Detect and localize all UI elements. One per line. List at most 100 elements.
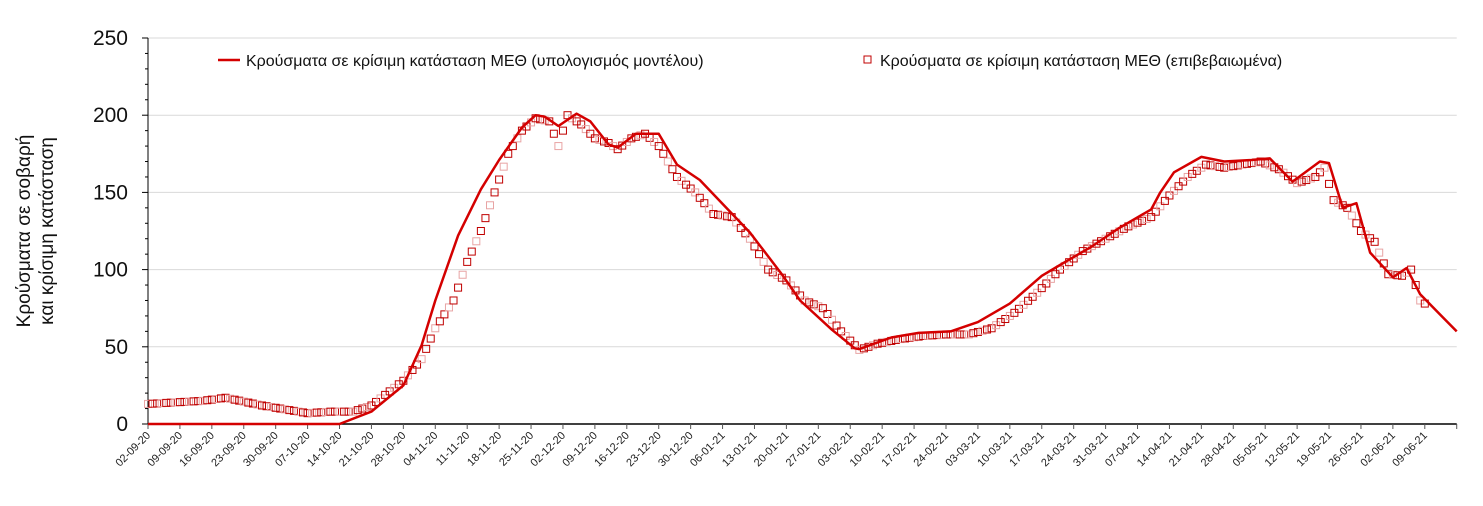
observed-point: [1315, 168, 1324, 177]
observed-point: [1087, 242, 1096, 251]
legend-label-model: Κρούσματα σε κρίσιμη κατάσταση ΜΕΘ (υπολ…: [246, 53, 704, 70]
observed-point: [312, 408, 321, 417]
observed-point: [1179, 177, 1188, 186]
observed-point: [960, 330, 969, 339]
observed-point: [581, 125, 590, 134]
observed-point: [435, 317, 444, 326]
observed-point: [586, 129, 595, 138]
observed-point: [1224, 162, 1233, 171]
observed-point: [964, 330, 973, 339]
observed-point: [969, 329, 978, 338]
observed-point: [650, 137, 659, 146]
observed-point: [285, 406, 294, 415]
x-axis: 02-09-2009-09-2016-09-2023-09-2030-09-20…: [113, 423, 1458, 470]
observed-point: [1174, 182, 1183, 191]
observed-point: [759, 257, 768, 266]
observed-point: [358, 404, 367, 413]
observed-point: [454, 283, 463, 292]
observed-point: [1229, 162, 1238, 171]
observed-point: [659, 149, 668, 158]
observed-point: [695, 193, 704, 202]
observed-point: [1220, 163, 1229, 172]
x-tick-label: 09-06-21: [1390, 430, 1430, 470]
observed-point: [818, 304, 827, 313]
observed-point: [1261, 159, 1270, 168]
observed-point: [276, 404, 285, 413]
observed-point: [444, 303, 453, 312]
legend-square-swatch: [863, 55, 872, 64]
legend: Κρούσματα σε κρίσιμη κατάσταση ΜΕΘ (υπολ…: [218, 53, 1282, 70]
observed-point: [1014, 304, 1023, 313]
observed-point: [294, 407, 303, 416]
observed-point: [823, 309, 832, 318]
observed-point: [1156, 202, 1165, 211]
observed-point: [1019, 300, 1028, 309]
y-axis-label: Κρούσματα σε σοβαρή και κρίσιμη κατάστασ…: [14, 135, 58, 328]
observed-point: [1297, 177, 1306, 186]
observed-point: [1329, 196, 1338, 205]
observed-point: [1201, 160, 1210, 169]
y-axis-label-line-2: και κρίσιμη κατάσταση: [37, 137, 58, 325]
observed-point: [495, 175, 504, 184]
observed-point: [153, 399, 162, 408]
observed-point: [203, 396, 212, 405]
observed-point: [1151, 207, 1160, 216]
observed-point: [782, 276, 791, 285]
observed-point: [253, 400, 262, 409]
observed-point: [335, 407, 344, 416]
observed-point: [805, 298, 814, 307]
observed-point: [832, 321, 841, 330]
observed-point: [467, 247, 476, 256]
observed-point: [258, 401, 266, 410]
observed-point: [248, 399, 257, 408]
observed-point: [1325, 179, 1334, 188]
observed-point: [773, 271, 782, 280]
observed-point: [486, 201, 494, 210]
observed-point: [440, 310, 449, 319]
observed-point: [1024, 296, 1033, 305]
y-tick-label: 250: [93, 27, 128, 50]
observed-point: [267, 403, 276, 412]
observed-point: [723, 212, 732, 221]
observed-point: [590, 134, 599, 143]
observed-point: [1037, 284, 1046, 293]
observed-point: [271, 403, 280, 412]
observed-point: [814, 302, 823, 311]
observed-point: [175, 398, 184, 407]
observed-point: [1352, 219, 1361, 228]
observed-point: [239, 397, 248, 406]
observed-point: [1051, 270, 1060, 279]
observed-point: [577, 120, 586, 129]
observed-point: [645, 133, 654, 142]
observed-point: [481, 214, 490, 223]
observed-point: [636, 131, 645, 140]
observed-point: [340, 407, 349, 416]
observed-point: [426, 334, 435, 343]
observed-point: [1211, 162, 1220, 171]
observed-point: [353, 406, 362, 415]
observed-point: [691, 188, 700, 197]
observed-point: [1142, 214, 1151, 223]
observed-point: [226, 394, 235, 403]
observed-point: [317, 408, 326, 417]
observed-point: [855, 345, 864, 354]
observed-point: [1042, 279, 1051, 288]
observed-point: [194, 397, 203, 406]
y-tick-label: 50: [105, 336, 128, 359]
x-tick-label: 04-11-20: [401, 430, 440, 469]
observed-point: [1092, 239, 1101, 248]
observed-point: [1028, 292, 1037, 301]
observed-point: [768, 268, 777, 277]
observed-point: [330, 407, 339, 416]
observed-point: [983, 325, 992, 334]
observed-point: [718, 211, 727, 220]
model-series: [148, 112, 1458, 426]
legend-label-observed: Κρούσματα σε κρίσιμη κατάσταση ΜΕΘ (επιβ…: [880, 53, 1282, 70]
observed-point: [166, 398, 175, 407]
observed-point: [349, 407, 358, 416]
observed-point: [1083, 244, 1092, 253]
observed-point: [221, 393, 230, 402]
observed-point: [244, 398, 253, 407]
observed-point: [198, 396, 207, 405]
observed-point: [490, 188, 499, 197]
